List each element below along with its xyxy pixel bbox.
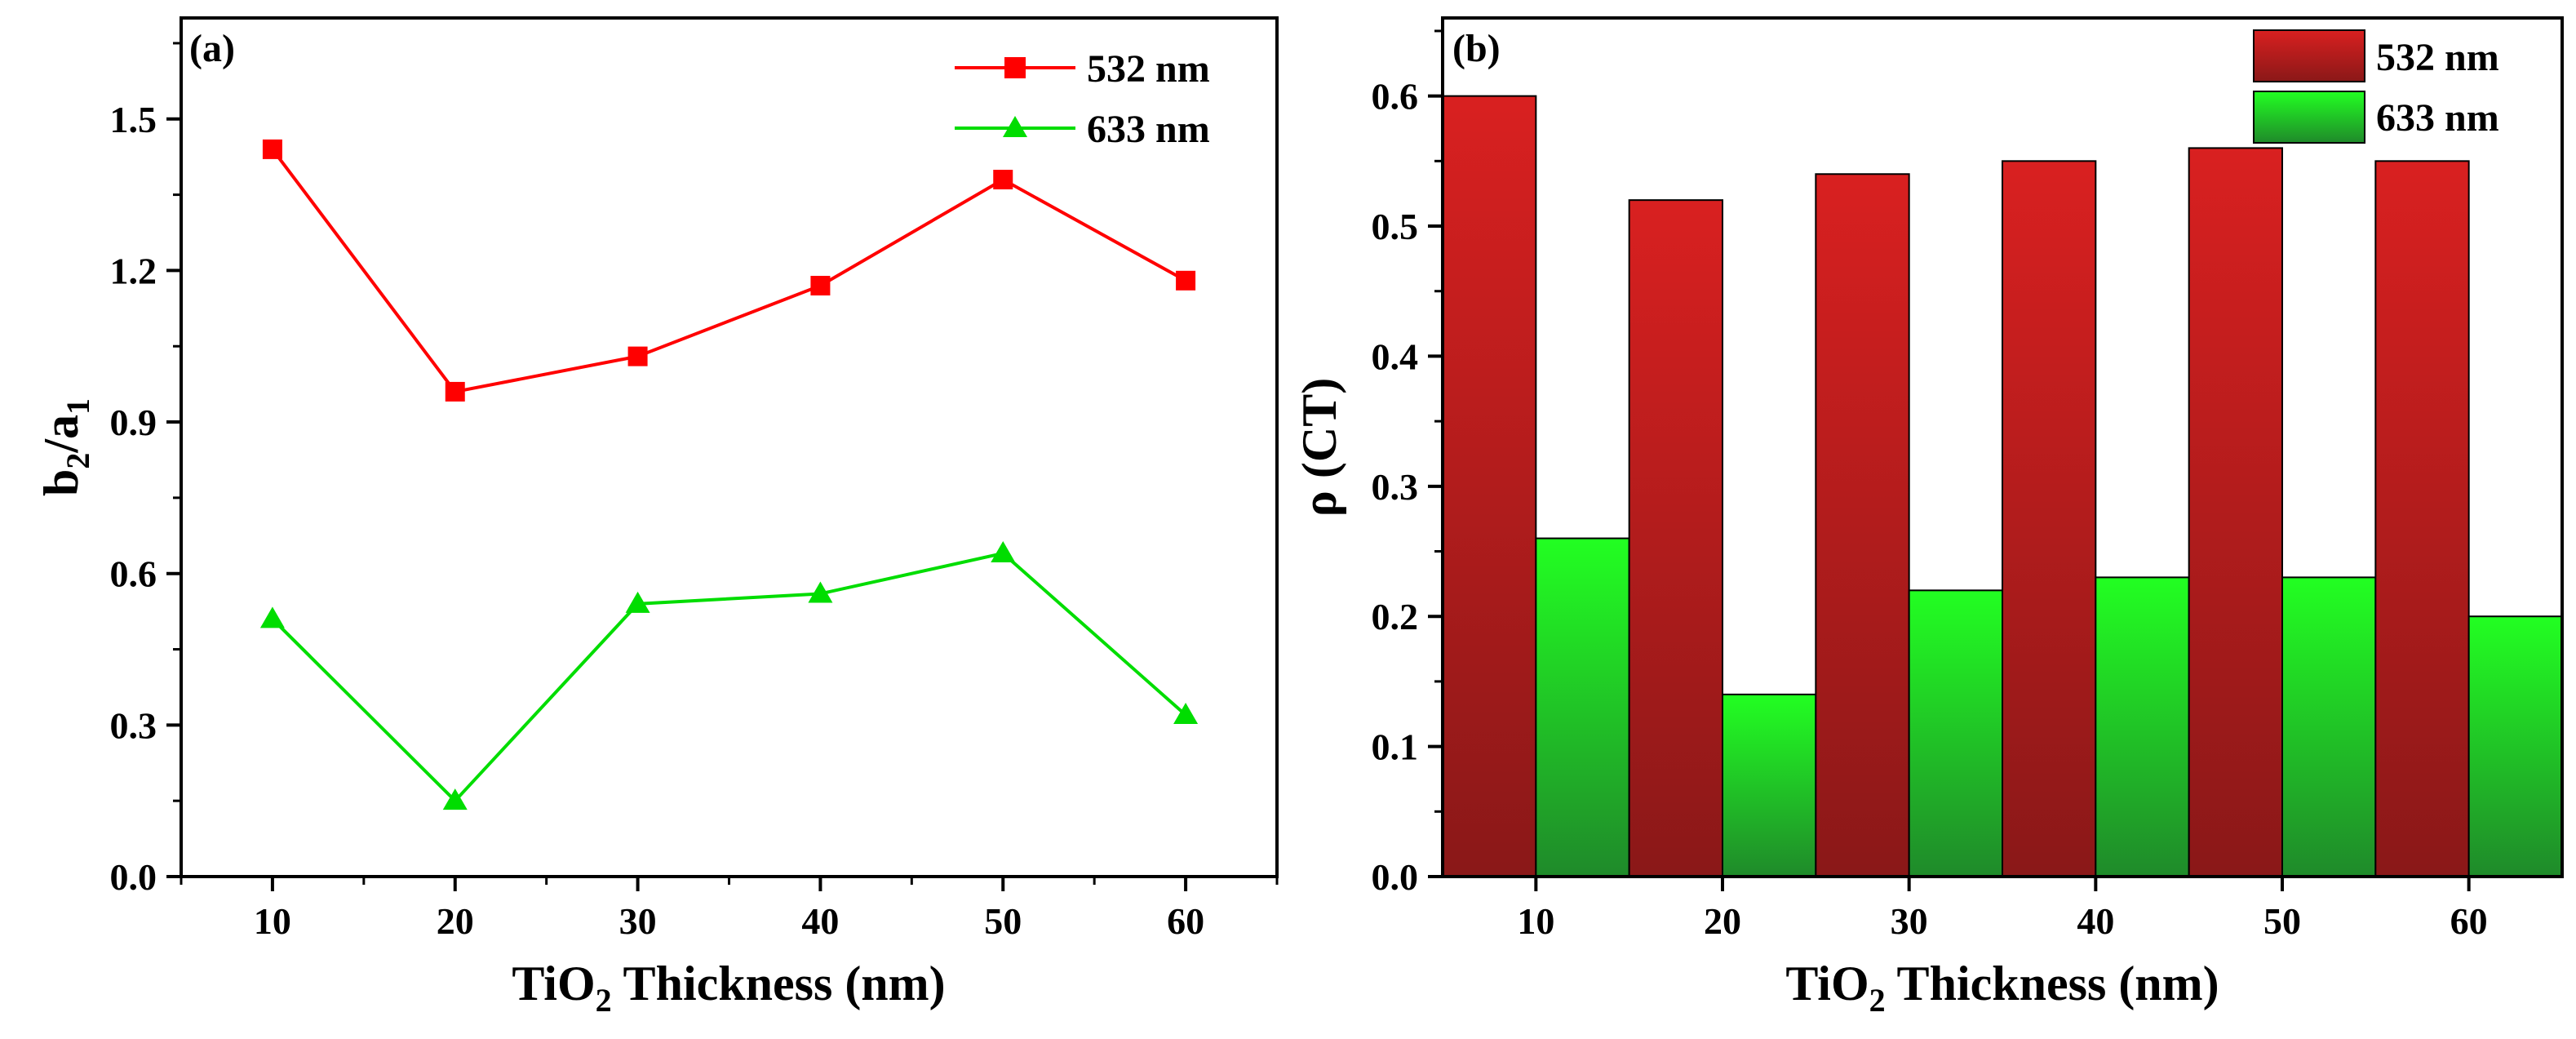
panel-a-legend: 532 nm 633 nm: [955, 47, 1210, 151]
bar-633nm-10: [1535, 537, 1630, 877]
panel-a-y-axis: 0.0 0.3 0.6 0.9 1.2 1.5: [110, 42, 181, 898]
x-tick-label: 40: [801, 900, 839, 942]
legend-label-633nm-bar: 633 nm: [2376, 96, 2499, 140]
panel-b-y-axis-title: ρ (CT): [1292, 378, 1346, 517]
bar-532nm-50: [2188, 147, 2284, 878]
data-point-633nm: [991, 540, 1016, 562]
panel-b: (b) 10 20 30 40 50 60 0.0 0.1 0.2 0.3 0.4 0.5 0.6 T…: [1292, 16, 2564, 1019]
bar-532nm-60: [2374, 160, 2470, 878]
bar-532nm-20: [1628, 199, 1723, 878]
panel-a-y-axis-title: b2/a1: [34, 398, 96, 496]
bar-633nm-30: [1908, 589, 2004, 877]
x-tick-label: 10: [1517, 900, 1554, 942]
data-point-633nm: [259, 606, 285, 628]
panel-b-y-axis: 0.0 0.1 0.2 0.3 0.4 0.5 0.6: [1372, 29, 1443, 898]
y-tick-label: 0.5: [1372, 206, 1419, 247]
bar-532nm-10: [1442, 95, 1537, 878]
panel-a: (a) 10 20 30 40 50 60 0.0 0.3 0.6 0.9 1.2 1.5 TiO2…: [34, 16, 1279, 1019]
legend-swatch-633nm: [2253, 91, 2365, 144]
legend-label-532nm: 532 nm: [1087, 47, 1210, 91]
x-tick-label: 20: [437, 900, 474, 942]
y-tick-label: 0.3: [1372, 466, 1419, 508]
legend-square-marker: [1004, 57, 1026, 78]
x-tick-label: 60: [1167, 900, 1204, 942]
x-tick-label: 50: [2263, 900, 2301, 942]
legend-swatch-532nm: [2253, 29, 2365, 82]
panel-a-plot-area: [259, 139, 1199, 810]
data-point-633nm: [1173, 702, 1199, 724]
y-tick-label: 1.2: [110, 250, 157, 291]
bar-633nm-50: [2281, 576, 2377, 877]
data-point-633nm: [808, 581, 833, 603]
data-point-532nm: [810, 275, 831, 295]
data-point-633nm: [625, 591, 650, 613]
legend-triangle-marker: [1003, 116, 1027, 137]
y-tick-label: 0.0: [1372, 856, 1419, 898]
panel-b-legend: 532 nm 633 nm: [2253, 29, 2499, 144]
x-tick-label: 10: [254, 900, 291, 942]
panel-b-plot-area: [1442, 95, 2564, 878]
x-tick-label: 30: [619, 900, 657, 942]
x-tick-label: 60: [2450, 900, 2488, 942]
bar-633nm-20: [1722, 693, 1817, 878]
y-tick-label: 0.0: [110, 856, 157, 898]
x-tick-label: 30: [1891, 900, 1928, 942]
legend-label-633nm: 633 nm: [1087, 108, 1210, 151]
y-tick-label: 0.3: [110, 704, 157, 746]
panel-b-frame: [1441, 16, 2564, 878]
panel-a-label: (a): [189, 27, 235, 70]
legend-item-532nm: 532 nm: [955, 47, 1210, 91]
y-tick-label: 0.2: [1372, 596, 1419, 637]
panel-b-x-axis: 10 20 30 40 50 60: [1517, 877, 2488, 942]
y-tick-label: 0.4: [1372, 335, 1419, 377]
y-tick-label: 0.6: [1372, 76, 1419, 118]
y-tick-label: 1.5: [110, 99, 157, 140]
y-tick-label: 0.1: [1372, 726, 1419, 768]
panel-b-x-axis-title: TiO2 Thickness (nm): [1785, 957, 2219, 1019]
legend-item-633nm: 633 nm: [955, 108, 1210, 151]
data-point-532nm: [627, 346, 648, 366]
y-tick-label: 0.9: [110, 402, 157, 443]
data-point-532nm: [445, 381, 465, 402]
data-point-532nm: [993, 170, 1013, 190]
panel-a-x-axis-title: TiO2 Thickness (nm): [512, 957, 945, 1019]
panel-a-x-axis: 10 20 30 40 50 60: [180, 877, 1279, 942]
series-line-532nm: [271, 148, 1187, 394]
y-tick-label: 0.6: [110, 553, 157, 595]
bar-633nm-40: [2095, 576, 2190, 877]
legend-label-532nm-bar: 532 nm: [2376, 36, 2499, 79]
legend-item-633nm-bar: 633 nm: [2253, 91, 2499, 144]
bar-633nm-60: [2467, 615, 2564, 877]
data-point-633nm: [442, 788, 468, 810]
legend-item-532nm-bar: 532 nm: [2253, 29, 2499, 82]
x-tick-label: 20: [1704, 900, 1741, 942]
data-point-532nm: [1176, 270, 1196, 291]
x-tick-label: 40: [2077, 900, 2114, 942]
bar-532nm-40: [2002, 160, 2097, 878]
x-tick-label: 50: [984, 900, 1022, 942]
panel-b-label: (b): [1452, 27, 1501, 70]
series-line-633nm: [271, 551, 1187, 804]
data-point-532nm: [262, 139, 282, 159]
bar-532nm-30: [1815, 173, 1910, 878]
